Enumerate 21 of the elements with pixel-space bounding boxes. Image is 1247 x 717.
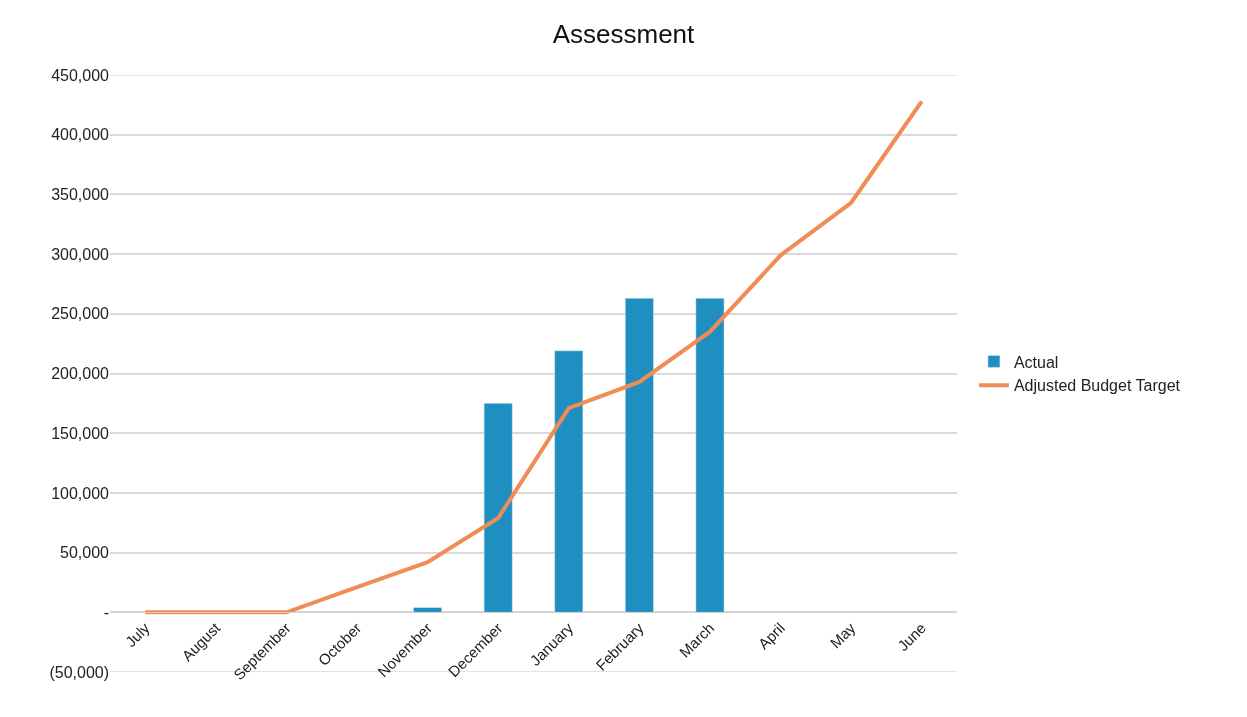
y-tick-label: 50,000 [60,544,110,562]
bar [695,298,725,613]
y-tick-label: 300,000 [51,245,110,263]
y-tick-label: 250,000 [51,305,110,323]
y-tick-label: 150,000 [51,424,110,442]
y-tick-label: (50,000) [49,663,109,681]
y-tick-label: 100,000 [51,484,110,502]
y-tick-label: 400,000 [51,126,110,144]
legend-label: Adjusted Budget Target [1013,377,1181,395]
legend-label: Actual [1013,353,1059,371]
bar [483,403,513,613]
y-tick-label: - [103,603,109,621]
bar [625,298,654,613]
y-tick-label: 350,000 [51,186,110,203]
bar [413,607,442,613]
line-series [143,99,924,615]
y-tick-label: 200,000 [51,365,110,383]
chart-title: Assessment [552,19,696,50]
bar [554,350,584,613]
x-tick-label: July [121,618,154,651]
y-tick-label: 450,000 [51,66,110,84]
